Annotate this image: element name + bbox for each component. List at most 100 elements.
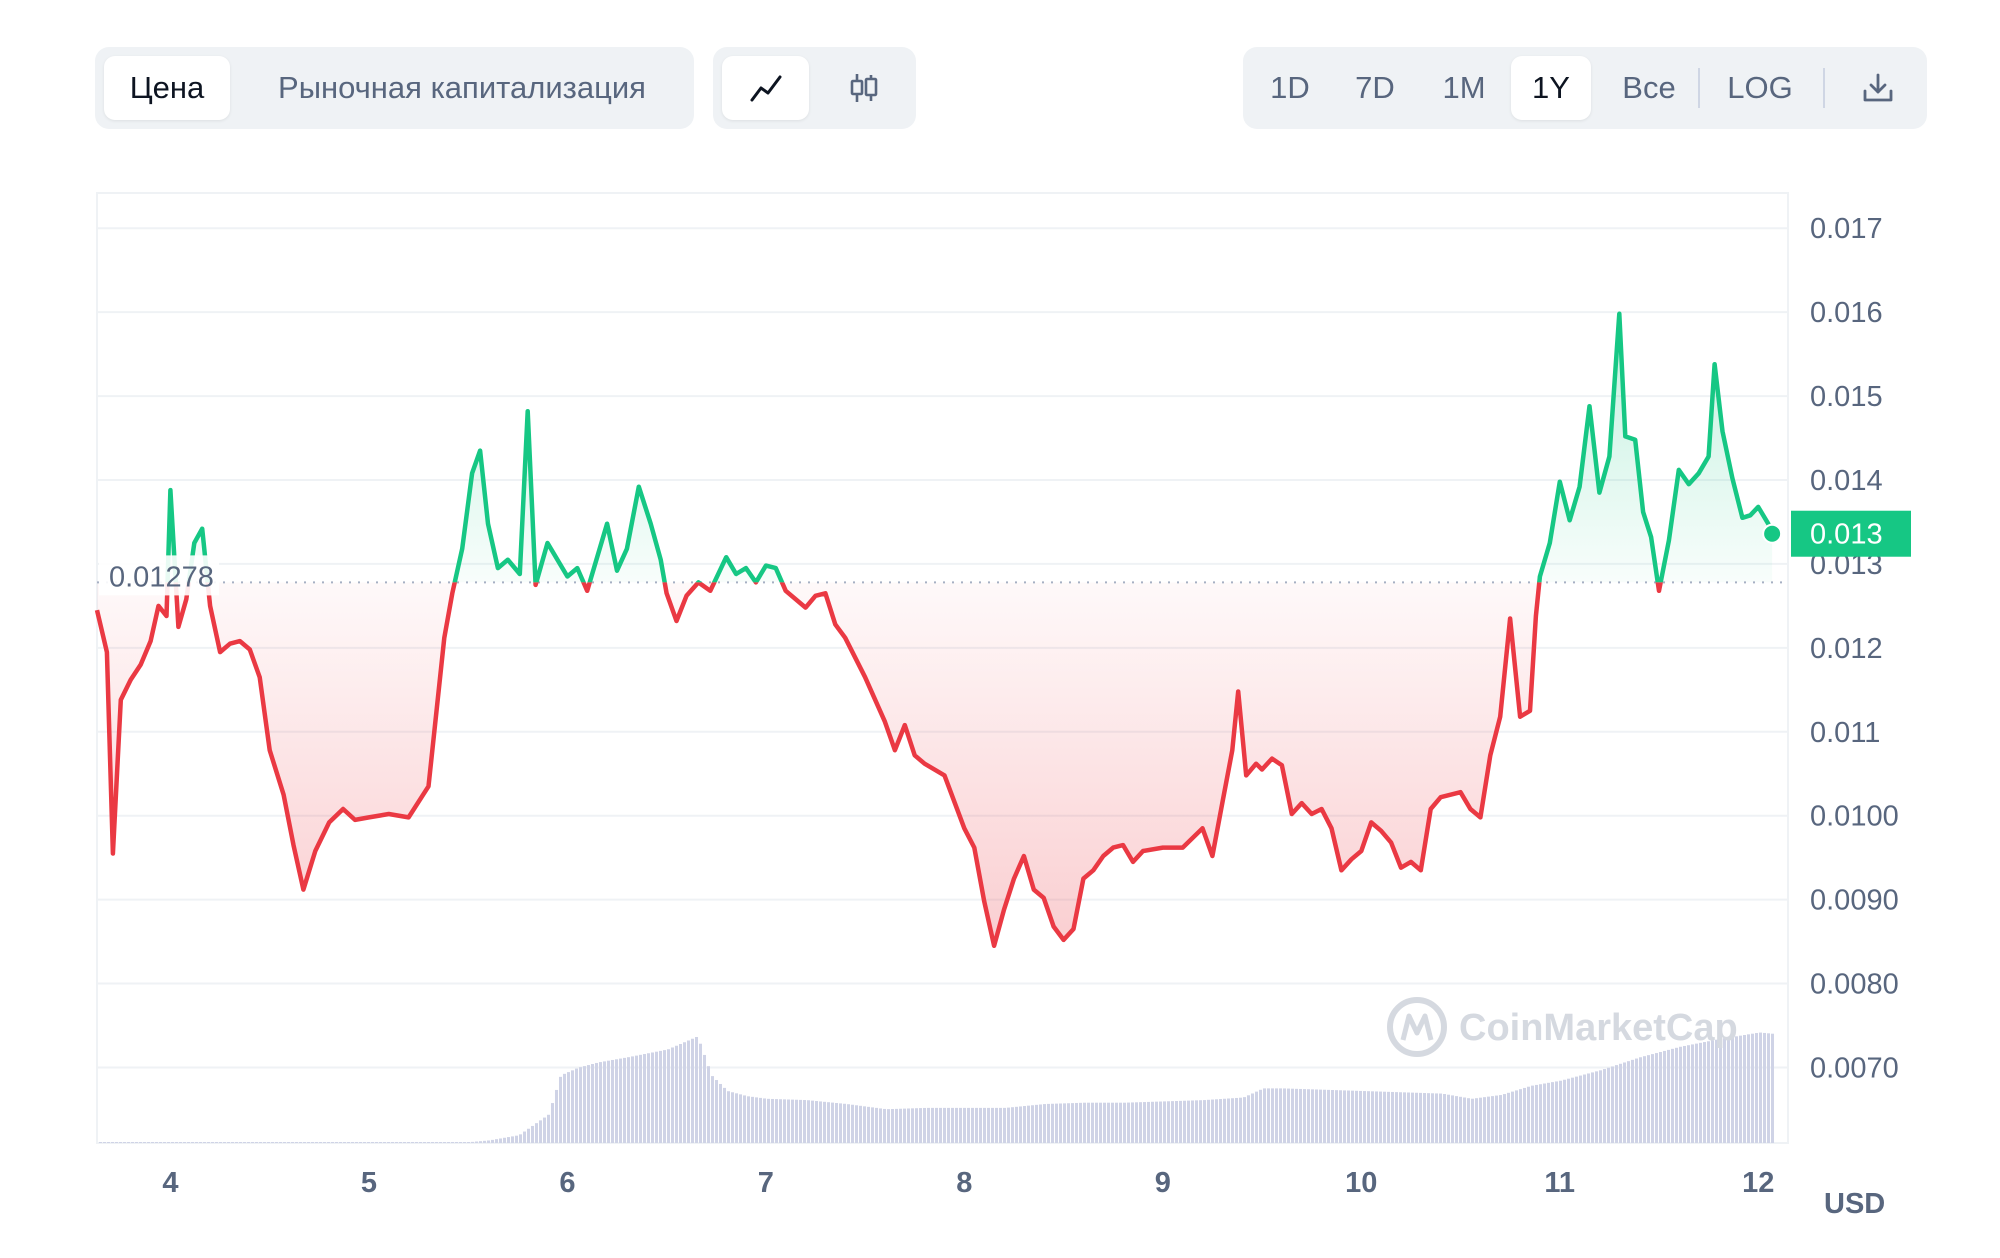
volume-bar bbox=[1599, 1070, 1602, 1143]
volume-bar bbox=[991, 1107, 994, 1143]
volume-bar bbox=[735, 1093, 738, 1143]
volume-bar bbox=[615, 1059, 618, 1143]
volume-bar bbox=[1763, 1032, 1766, 1143]
volume-bar bbox=[807, 1100, 810, 1143]
volume-bar bbox=[715, 1080, 718, 1143]
volume-bar bbox=[1739, 1035, 1742, 1143]
volume-bar bbox=[819, 1101, 822, 1143]
range-all-button[interactable]: Все bbox=[1622, 70, 1676, 105]
volume-bar bbox=[1579, 1075, 1582, 1143]
volume-bar bbox=[1351, 1090, 1354, 1143]
volume-bar bbox=[447, 1142, 450, 1143]
volume-bar bbox=[1115, 1102, 1118, 1143]
tab-price[interactable]: Цена bbox=[104, 56, 230, 120]
volume-bar bbox=[1339, 1090, 1342, 1143]
volume-bar bbox=[867, 1106, 870, 1143]
range-1y-button[interactable]: 1Y bbox=[1511, 56, 1591, 120]
volume-bar bbox=[167, 1142, 170, 1143]
volume-bar bbox=[1439, 1093, 1442, 1143]
volume-bar bbox=[1503, 1094, 1506, 1143]
volume-bar bbox=[1415, 1092, 1418, 1143]
volume-bar bbox=[1183, 1100, 1186, 1143]
volume-bar bbox=[707, 1066, 710, 1143]
volume-bar bbox=[1395, 1092, 1398, 1143]
volume-bar bbox=[267, 1142, 270, 1143]
volume-bar bbox=[1535, 1084, 1538, 1143]
volume-bar bbox=[1447, 1094, 1450, 1143]
volume-bar bbox=[851, 1104, 854, 1143]
volume-bar bbox=[1587, 1073, 1590, 1143]
volume-bar bbox=[1263, 1088, 1266, 1143]
volume-bar bbox=[1139, 1102, 1142, 1143]
volume-bar bbox=[287, 1142, 290, 1143]
volume-bar bbox=[635, 1055, 638, 1143]
volume-bar bbox=[1003, 1107, 1006, 1143]
volume-bar bbox=[427, 1142, 430, 1143]
volume-bar bbox=[1443, 1094, 1446, 1143]
area-below-baseline bbox=[97, 582, 1773, 946]
volume-bar bbox=[1131, 1102, 1134, 1143]
volume-bar bbox=[1107, 1102, 1110, 1143]
volume-bar bbox=[907, 1108, 910, 1143]
volume-bar bbox=[1455, 1096, 1458, 1143]
volume-bar bbox=[935, 1107, 938, 1143]
volume-bar bbox=[507, 1137, 510, 1143]
volume-bar bbox=[459, 1142, 462, 1143]
metric-tab-group: Цена Рыночная капитализация bbox=[95, 47, 694, 129]
volume-bar bbox=[1675, 1047, 1678, 1143]
line-chart-icon bbox=[750, 75, 781, 102]
volume-bar bbox=[711, 1076, 714, 1143]
volume-bar bbox=[1087, 1102, 1090, 1143]
current-price-label: 0.013 bbox=[1810, 519, 1883, 551]
x-tick-label: 7 bbox=[758, 1167, 774, 1199]
volume-bar bbox=[519, 1134, 522, 1143]
volume-bar bbox=[431, 1142, 434, 1143]
volume-bar bbox=[119, 1142, 122, 1143]
volume-bar bbox=[1079, 1102, 1082, 1143]
current-price-tag bbox=[1791, 510, 1911, 557]
volume-bar bbox=[799, 1099, 802, 1143]
volume-bar bbox=[1515, 1090, 1518, 1143]
volume-bar bbox=[515, 1135, 518, 1143]
volume-bar bbox=[1419, 1092, 1422, 1143]
volume-bar bbox=[283, 1142, 286, 1143]
download-button[interactable] bbox=[1839, 56, 1917, 120]
volume-bar bbox=[331, 1142, 334, 1143]
volume-bar bbox=[115, 1142, 118, 1143]
volume-bar bbox=[1231, 1098, 1234, 1143]
line-chart-button[interactable] bbox=[722, 56, 809, 120]
volume-bar bbox=[1051, 1103, 1054, 1143]
volume-bar bbox=[327, 1142, 330, 1143]
range-7d-button[interactable]: 7D bbox=[1355, 70, 1395, 105]
tab-market-cap[interactable]: Рыночная капитализация bbox=[278, 70, 646, 105]
volume-bar bbox=[1495, 1095, 1498, 1143]
volume-bar bbox=[235, 1142, 238, 1143]
volume-bar bbox=[1235, 1097, 1238, 1143]
volume-bar bbox=[1379, 1091, 1382, 1143]
volume-bar bbox=[1575, 1076, 1578, 1143]
volume-bar bbox=[599, 1062, 602, 1143]
range-1d-button[interactable]: 1D bbox=[1270, 70, 1310, 105]
volume-bar bbox=[603, 1061, 606, 1143]
log-scale-button[interactable]: LOG bbox=[1727, 70, 1793, 105]
y-tick-label: 0.015 bbox=[1810, 381, 1883, 413]
range-1m-button[interactable]: 1M bbox=[1442, 70, 1486, 105]
volume-bar bbox=[1767, 1033, 1770, 1143]
volume-bar bbox=[1619, 1063, 1622, 1143]
volume-bar bbox=[383, 1142, 386, 1143]
volume-bar bbox=[1511, 1091, 1514, 1143]
volume-bar bbox=[503, 1137, 506, 1143]
volume-bar bbox=[787, 1099, 790, 1143]
volume-bar bbox=[171, 1142, 174, 1143]
volume-bar bbox=[151, 1142, 154, 1143]
volume-bar bbox=[291, 1142, 294, 1143]
volume-bar bbox=[983, 1107, 986, 1143]
volume-bar bbox=[1411, 1092, 1414, 1143]
volume-bar bbox=[423, 1142, 426, 1143]
volume-bar bbox=[551, 1103, 554, 1143]
volume-bar bbox=[131, 1142, 134, 1143]
volume-bar bbox=[1327, 1089, 1330, 1143]
volume-bar bbox=[387, 1142, 390, 1143]
candlestick-chart-button[interactable] bbox=[820, 56, 907, 120]
